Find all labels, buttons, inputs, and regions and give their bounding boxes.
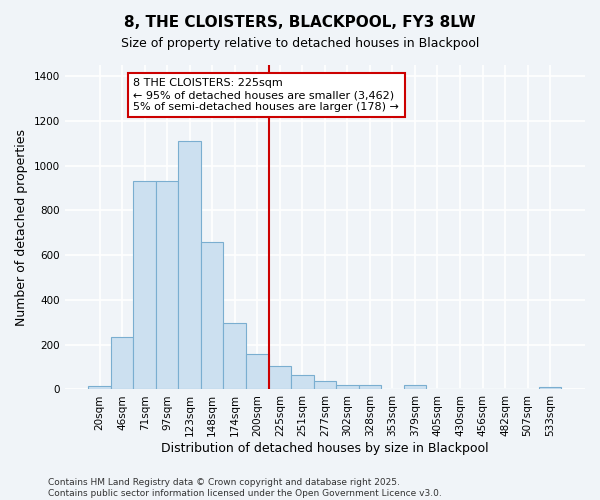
Bar — [223, 324, 246, 390]
Bar — [201, 242, 223, 390]
Bar — [111, 337, 133, 390]
Bar — [133, 182, 156, 390]
Text: 8, THE CLOISTERS, BLACKPOOL, FY3 8LW: 8, THE CLOISTERS, BLACKPOOL, FY3 8LW — [124, 15, 476, 30]
Bar — [178, 141, 201, 390]
Bar — [291, 375, 314, 390]
Bar — [539, 387, 562, 390]
Y-axis label: Number of detached properties: Number of detached properties — [15, 128, 28, 326]
Text: Contains HM Land Registry data © Crown copyright and database right 2025.
Contai: Contains HM Land Registry data © Crown c… — [48, 478, 442, 498]
Bar — [269, 366, 291, 390]
Bar — [314, 380, 336, 390]
Text: 8 THE CLOISTERS: 225sqm
← 95% of detached houses are smaller (3,462)
5% of semi-: 8 THE CLOISTERS: 225sqm ← 95% of detache… — [133, 78, 399, 112]
Bar — [336, 385, 359, 390]
Text: Size of property relative to detached houses in Blackpool: Size of property relative to detached ho… — [121, 38, 479, 51]
Bar — [359, 385, 381, 390]
Bar — [246, 354, 269, 390]
X-axis label: Distribution of detached houses by size in Blackpool: Distribution of detached houses by size … — [161, 442, 488, 455]
Bar — [404, 385, 426, 390]
Bar — [156, 182, 178, 390]
Bar — [88, 386, 111, 390]
